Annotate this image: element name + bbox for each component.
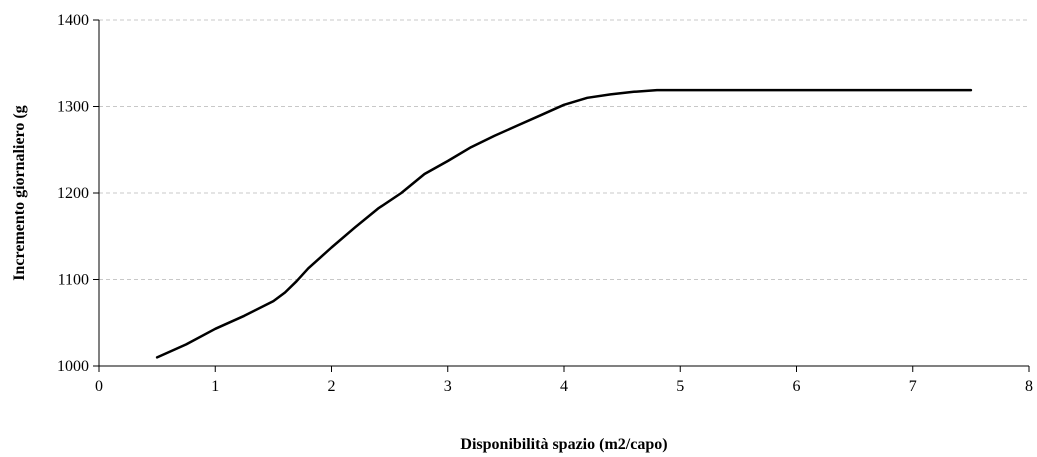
y-axis-title: Incremento giornaliero (g: [11, 105, 28, 280]
series-line: [155, 88, 973, 359]
horizontal-gridlines: [99, 19, 1029, 280]
data-series: [155, 88, 973, 359]
y-axis: 1000 1100 1200 1300 1400: [57, 12, 100, 375]
x-tick-label: 2: [328, 378, 336, 395]
y-tick-label: 1000: [57, 358, 89, 375]
x-axis-title: Disponibilità spazio (m2/capo): [460, 436, 667, 453]
x-tick-label: 0: [95, 378, 103, 395]
x-tick-label: 3: [444, 378, 452, 395]
x-tick-label: 4: [560, 378, 568, 395]
y-tick-label: 1300: [57, 99, 89, 116]
y-tick-label: 1200: [57, 185, 89, 202]
x-axis: 0 1 2 3 4 5 6 7 8: [95, 365, 1033, 395]
x-tick-label: 5: [676, 378, 684, 395]
y-tick-label: 1100: [58, 272, 89, 289]
x-tick-label: 7: [909, 378, 917, 395]
y-tick-label: 1400: [57, 12, 89, 29]
x-tick-label: 1: [211, 378, 219, 395]
x-tick-label: 6: [793, 378, 801, 395]
x-tick-label: 8: [1025, 378, 1033, 395]
